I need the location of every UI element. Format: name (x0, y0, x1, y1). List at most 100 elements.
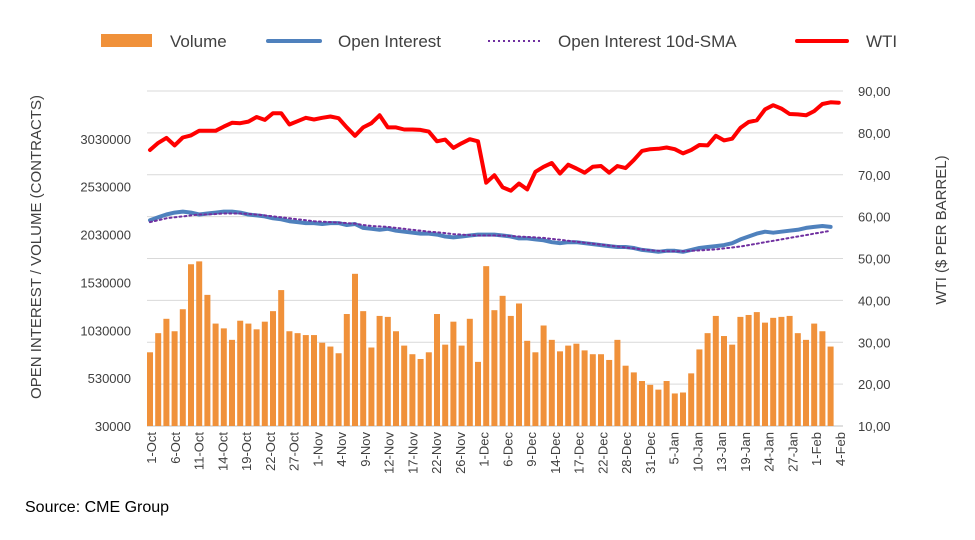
volume-bar (614, 339, 621, 426)
volume-bar (647, 384, 654, 426)
right-axis: 10,00 20,00 30,00 40,00 50,00 60,00 70,00 80,00… (858, 84, 891, 434)
x-axis: 1-Oct 6-Oct 11-Oct 14-Oct 19-Oct 22-Oct 27-Oct… (144, 432, 848, 474)
volume-bar (302, 335, 309, 426)
lines (148, 100, 841, 254)
volume-bar (163, 318, 170, 426)
volume-bar (704, 333, 711, 426)
volume-bar (622, 365, 629, 426)
volume-bar (360, 311, 367, 426)
volume-bar (376, 315, 383, 426)
volume-bar (286, 331, 293, 426)
volume-bar (384, 316, 391, 426)
volume-bar (655, 389, 662, 426)
x-tick-label: 5-Jan (667, 432, 682, 465)
left-tick-label: 2030000 (80, 228, 131, 243)
volume-bar (688, 373, 695, 426)
x-tick-label: 1-Nov (310, 432, 325, 467)
volume-bar (294, 333, 301, 426)
volume-bar (212, 323, 219, 426)
volume-bar (753, 312, 760, 426)
source-note: Source: CME Group (25, 499, 170, 516)
volume-bar (229, 339, 235, 426)
x-tick-label: 1-Feb (809, 432, 824, 466)
x-tick-label: 22-Dec (595, 432, 610, 474)
open-interest-line (148, 209, 833, 254)
volume-bar (778, 316, 785, 426)
volume-bar (671, 393, 678, 426)
volume-bar (368, 347, 375, 426)
volume-bar (532, 352, 539, 426)
x-tick-label: 14-Dec (548, 432, 563, 474)
left-tick-label: 1030000 (80, 323, 131, 338)
plot-area (147, 90, 843, 427)
volume-bar (466, 318, 473, 426)
volume-bar (762, 322, 768, 426)
volume-bar (811, 323, 818, 426)
x-tick-label: 4-Nov (334, 432, 349, 467)
legend-wti-label: WTI (866, 32, 897, 51)
volume-bar (401, 345, 408, 426)
volume-bar (155, 333, 162, 426)
volume-bar (311, 335, 317, 426)
left-tick-label: 3030000 (80, 132, 131, 147)
legend-volume-swatch (101, 34, 152, 47)
x-tick-label: 26-Nov (453, 432, 468, 474)
volume-bar (819, 331, 826, 426)
volume-bar (565, 345, 572, 426)
volume-bar (516, 303, 522, 426)
volume-bar (245, 323, 252, 426)
left-axis: 30000 530000 1030000 1530000 2030000 2530000 3… (80, 132, 131, 434)
volume-bar (548, 339, 555, 426)
left-tick-label: 30000 (95, 419, 131, 434)
volume-bar (696, 349, 703, 426)
volume-bar (786, 315, 793, 426)
volume-bar (147, 352, 153, 426)
volume-bar (425, 352, 432, 426)
legend-open-interest-label: Open Interest (338, 32, 441, 51)
right-axis-title: WTI ($ PER BARREL) (933, 155, 950, 304)
volume-bar (729, 344, 736, 426)
x-tick-label: 28-Dec (619, 432, 634, 474)
right-tick-label: 10,00 (858, 419, 891, 434)
volume-bar (417, 359, 424, 426)
x-tick-label: 27-Oct (287, 432, 302, 471)
x-tick-label: 24-Jan (762, 432, 777, 472)
volume-bar (409, 354, 416, 426)
volume-bar (499, 295, 506, 426)
right-tick-label: 70,00 (858, 168, 891, 183)
right-tick-label: 30,00 (858, 335, 891, 350)
volume-bars (147, 261, 834, 426)
x-tick-label: 4-Feb (833, 432, 848, 466)
volume-bar (179, 309, 186, 426)
volume-bar (196, 261, 203, 426)
volume-bar (803, 339, 809, 426)
volume-bar (639, 381, 645, 426)
left-tick-label: 2530000 (80, 180, 131, 195)
x-tick-label: 13-Jan (714, 432, 729, 472)
volume-bar (278, 290, 285, 426)
volume-bar (794, 333, 801, 426)
volume-bar (507, 315, 514, 426)
volume-bar (343, 314, 350, 426)
x-tick-label: 31-Dec (643, 432, 658, 474)
oi-sma-line (149, 212, 832, 253)
legend: Volume Open Interest Open Interest 10d-S… (101, 32, 897, 51)
x-tick-label: 6-Oct (168, 432, 183, 464)
volume-bar (475, 361, 481, 426)
x-tick-label: 19-Jan (738, 432, 753, 472)
volume-bar (188, 264, 194, 426)
x-tick-label: 19-Oct (239, 432, 254, 471)
volume-bar (721, 336, 727, 426)
volume-bar (335, 353, 342, 426)
right-tick-label: 40,00 (858, 293, 891, 308)
volume-bar (458, 345, 465, 426)
left-axis-title: OPEN INTEREST / VOLUME (CONTRACTS) (28, 95, 45, 399)
volume-bar (327, 346, 334, 426)
x-tick-label: 14-Oct (215, 432, 230, 471)
volume-bar (745, 314, 752, 426)
right-tick-label: 50,00 (858, 252, 891, 267)
volume-bar (171, 331, 178, 426)
volume-bar (712, 315, 719, 426)
legend-oi-sma-label: Open Interest 10d-SMA (558, 32, 737, 51)
volume-bar (434, 314, 440, 426)
